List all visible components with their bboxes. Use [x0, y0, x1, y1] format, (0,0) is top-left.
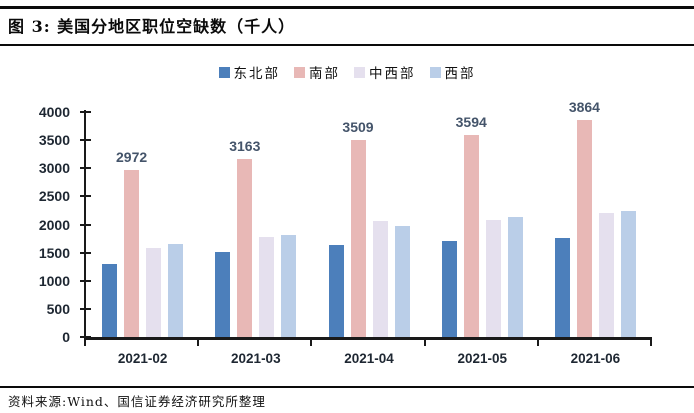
y-axis-tick-label: 500 — [46, 300, 70, 317]
x-axis-labels: 2021-02 2021-03 2021-04 2021-05 2021-06 — [86, 351, 652, 366]
legend-swatch-icon — [429, 66, 441, 78]
x-axis-tick — [650, 340, 652, 346]
legend-label: 南部 — [309, 66, 340, 82]
bar-西部-2021-04 — [394, 225, 410, 337]
y-axis-tick-label: 2000 — [38, 216, 70, 233]
x-axis-tick — [197, 340, 200, 346]
y-axis-tick-label: 1000 — [38, 272, 70, 289]
y-axis-tick-label: 2500 — [38, 188, 70, 205]
bar-东北部-2021-05 — [441, 241, 457, 337]
y-axis-tick — [80, 167, 91, 170]
y-axis-tick — [80, 195, 91, 198]
y-axis-tick-label: 0 — [62, 329, 70, 345]
bar-南部-2021-02: 2972 — [116, 149, 147, 337]
y-axis-tick-label: 3000 — [38, 160, 70, 177]
x-axis-tick-label: 2021-05 — [457, 351, 507, 366]
bar-西部-2021-05 — [507, 216, 523, 337]
bar-中西部-2021-02 — [146, 247, 162, 337]
bar-西部-2021-02 — [168, 243, 184, 337]
y-axis-tick — [80, 139, 91, 142]
x-axis-tick-label: 2021-02 — [117, 351, 168, 366]
bar-南部-2021-04: 3509 — [342, 119, 374, 337]
legend-swatch-icon — [294, 66, 305, 78]
top-rule — [0, 6, 694, 9]
bar-西部-2021-03 — [281, 235, 297, 337]
bar-东北部-2021-04 — [328, 244, 344, 337]
bar-东北部-2021-06 — [554, 238, 570, 337]
bar-南部-2021-05: 3594 — [456, 114, 487, 337]
x-axis-tick — [310, 340, 313, 346]
bar-data-label: 3594 — [455, 113, 487, 130]
bar-data-label: 2972 — [116, 148, 148, 165]
legend-item: 西部 — [429, 62, 476, 82]
x-axis-tick-label: 2021-03 — [231, 351, 281, 366]
bar-中西部-2021-03 — [259, 236, 275, 337]
footer-divider — [0, 386, 694, 388]
bar-南部-2021-03: 3163 — [229, 138, 260, 337]
bar-中西部-2021-05 — [485, 220, 501, 337]
y-axis-tick-label: 3500 — [38, 132, 70, 149]
y-axis-tick-label: 1500 — [38, 244, 70, 261]
figure-title: 图 3: 美国分地区职位空缺数（千人） — [8, 17, 296, 36]
bar-中西部-2021-06 — [598, 212, 614, 337]
bar-group-2021-04: 3509 — [312, 112, 425, 337]
legend-swatch-icon — [354, 66, 365, 78]
legend-item: 东北部 — [218, 62, 281, 82]
legend: 东北部 南部 中西部 西部 — [0, 62, 694, 82]
bar-group-2021-03: 3163 — [199, 112, 312, 337]
x-axis-line — [84, 337, 652, 340]
y-axis-tick — [80, 111, 91, 113]
bar-东北部-2021-02 — [102, 263, 118, 337]
bar-中西部-2021-04 — [372, 221, 388, 337]
bar-data-label: 3163 — [229, 138, 261, 155]
legend-item: 中西部 — [354, 62, 416, 82]
y-axis-tick — [80, 307, 91, 310]
legend-label: 东北部 — [233, 66, 280, 82]
legend-item: 南部 — [294, 62, 340, 82]
title-divider — [0, 44, 694, 46]
bar-东北部-2021-03 — [215, 251, 231, 337]
x-axis-tick-label: 2021-04 — [344, 351, 394, 366]
legend-label: 西部 — [444, 66, 476, 82]
x-axis-tick — [536, 340, 539, 346]
bar-group-2021-02: 2972 — [86, 112, 199, 337]
y-axis-tick — [80, 223, 91, 226]
bar-南部-2021-06: 3864 — [569, 99, 600, 337]
legend-label: 中西部 — [369, 66, 416, 82]
bar-group-2021-05: 3594 — [426, 112, 539, 337]
y-axis-tick-label: 4000 — [38, 104, 70, 120]
y-axis-tick — [80, 251, 91, 254]
plot-area: 2972 3163 3509 3594 3864 — [86, 99, 652, 337]
legend-swatch-icon — [218, 66, 230, 78]
x-axis-tick — [423, 340, 426, 346]
bar-西部-2021-06 — [620, 211, 636, 337]
y-axis-tick — [80, 336, 91, 338]
bar-data-label: 3864 — [568, 98, 600, 115]
source-note: 资料来源:Wind、国信证券经济研究所整理 — [8, 394, 266, 409]
bar-group-2021-06: 3864 — [539, 99, 652, 337]
x-axis-tick-label: 2021-06 — [570, 351, 621, 366]
x-axis-tick — [84, 340, 86, 346]
bar-data-label: 3509 — [342, 118, 374, 135]
y-axis-tick — [80, 279, 91, 282]
